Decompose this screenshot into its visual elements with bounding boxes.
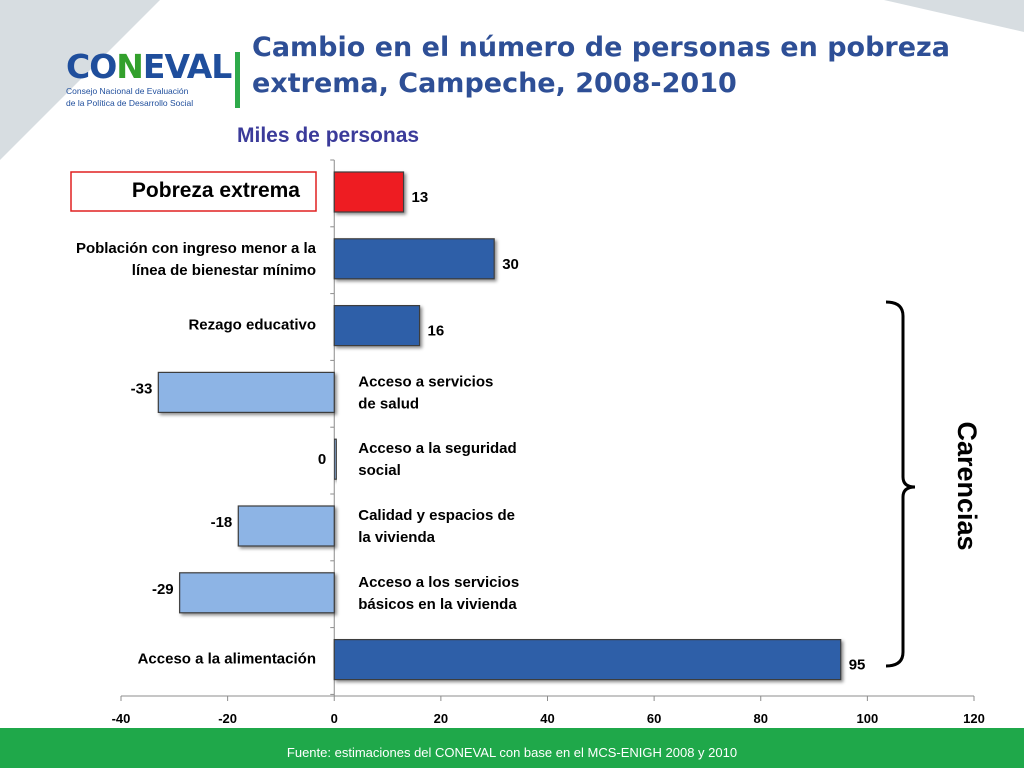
bar-chart: -40 -20 0 20 40 60 80 100 120 13 Pobreza extrema 30… xyxy=(70,159,985,726)
bar xyxy=(333,238,495,280)
category-label: Acceso a los servicios xyxy=(358,574,519,591)
value-label: 0 xyxy=(318,451,326,468)
category-label: Acceso a la seguridad xyxy=(358,440,516,457)
category-label: línea de bienestar mínimo xyxy=(132,262,316,279)
x-tick-label: 120 xyxy=(963,711,985,726)
carencias-label: Carencias xyxy=(952,421,982,550)
category-label: Pobreza extrema xyxy=(132,179,300,202)
bar xyxy=(333,438,337,480)
value-label: 30 xyxy=(502,256,519,273)
x-tick-label: 20 xyxy=(434,711,448,726)
value-label: 13 xyxy=(412,189,429,206)
value-label: -18 xyxy=(211,514,233,531)
coneval-logo: CONEVAL Consejo Nacional de Evaluación d… xyxy=(66,47,232,109)
logo-wordmark: CONEVAL xyxy=(66,47,232,86)
value-label: -33 xyxy=(131,380,153,397)
value-label: -29 xyxy=(152,581,174,598)
category-label: la vivienda xyxy=(358,529,435,546)
category-label: básicos en la vivienda xyxy=(358,596,517,613)
value-label: 95 xyxy=(849,657,866,674)
x-tick-label: 40 xyxy=(540,711,554,726)
x-tick-label: 0 xyxy=(331,711,338,726)
bar xyxy=(237,505,335,547)
category-label: Población con ingreso menor a la xyxy=(76,240,317,257)
bar xyxy=(333,638,842,681)
x-tick-label: 60 xyxy=(647,711,661,726)
x-tick-label: -20 xyxy=(218,711,237,726)
bar xyxy=(179,572,335,614)
category-label: social xyxy=(358,462,401,479)
x-tick-label: -40 xyxy=(112,711,131,726)
chart-subtitle: Miles de personas xyxy=(237,124,420,147)
corner-decoration-right xyxy=(884,0,1024,32)
highlight-box xyxy=(70,171,317,212)
footer-source: Fuente: estimaciones del CONEVAL con bas… xyxy=(286,745,738,760)
footer-bar xyxy=(0,728,1024,768)
category-label: Calidad y espacios de xyxy=(358,507,515,524)
category-label: de salud xyxy=(358,395,419,412)
corner-decoration-left xyxy=(0,0,160,160)
slide-title: Cambio en el número de personas en pobre… xyxy=(252,32,950,99)
x-tick-label: 80 xyxy=(754,711,768,726)
bar xyxy=(333,305,421,347)
logo-subtitle-line-1: Consejo Nacional de Evaluación xyxy=(66,86,189,96)
bar xyxy=(157,371,335,413)
value-label: 16 xyxy=(428,323,445,340)
bar xyxy=(333,171,405,213)
category-label: Rezago educativo xyxy=(188,317,316,334)
carencias-bracket xyxy=(885,300,916,668)
x-tick-label: 100 xyxy=(857,711,879,726)
category-label: Acceso a la alimentación xyxy=(138,651,316,668)
category-label: Acceso a servicios xyxy=(358,373,493,390)
title-accent-bar xyxy=(235,52,240,108)
logo-subtitle-line-2: de la Política de Desarrollo Social xyxy=(66,98,194,108)
